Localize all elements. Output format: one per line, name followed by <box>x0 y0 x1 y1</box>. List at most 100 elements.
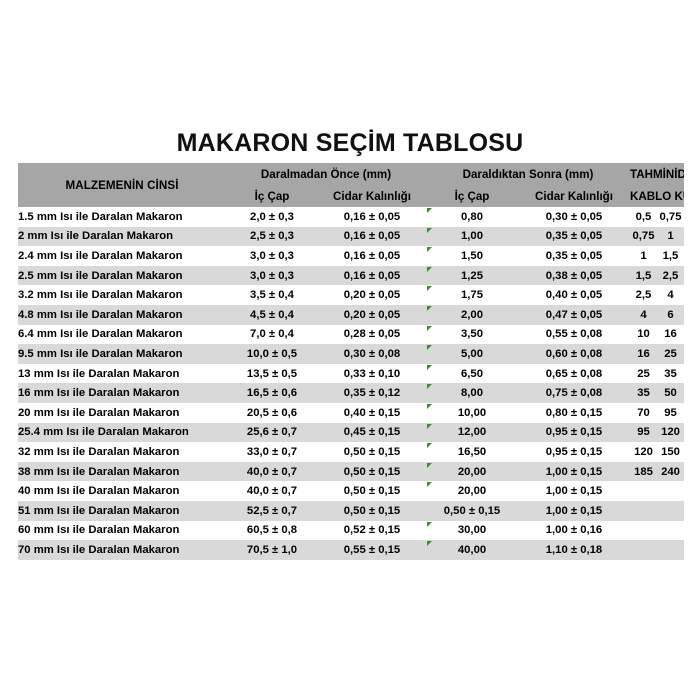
header-wall-thickness-before: Cidar Kalınlığı <box>318 185 426 207</box>
cell-material-name: 9.5 mm Isı ile Daralan Makaron <box>18 344 226 364</box>
cell-inner-diameter-before-value: 10,0 ± 0,5 <box>246 347 298 360</box>
cell-wall-thickness-before-value: 0,50 ± 0,15 <box>343 465 401 478</box>
cell-cable-usage-max: 95 <box>657 402 684 423</box>
cell-material-name: 60 mm Isı ile Daralan Makaron <box>18 520 226 541</box>
cell-wall-thickness-after: 1,00 ± 0,15 <box>518 481 630 501</box>
cell-cable-usage-min-value: 2,5 <box>635 289 652 302</box>
cell-inner-diameter-before: 3,0 ± 0,3 <box>226 246 318 266</box>
cell-cable-usage-max: 1,5 <box>657 246 684 266</box>
cell-wall-thickness-after-value: 1,00 ± 0,15 <box>545 504 603 517</box>
header-inner-diameter-before: İç Çap <box>226 185 318 207</box>
cell-material-name-value: 60 mm Isı ile Daralan Makaron <box>18 524 180 537</box>
cell-inner-diameter-before-value: 2,5 ± 0,3 <box>250 230 294 243</box>
cell-wall-thickness-before: 0,20 ± 0,05 <box>318 285 426 305</box>
cell-material-name-value: 6.4 mm Isı ile Daralan Makaron <box>18 328 183 341</box>
cell-inner-diameter-after: 20,00 <box>426 461 518 482</box>
cell-inner-diameter-before-value: 4,5 ± 0,4 <box>250 308 294 321</box>
header-group-before-shrink: Daralmadan Önce (mm) <box>226 163 426 185</box>
cell-inner-diameter-before-value: 20,5 ± 0,6 <box>246 406 298 419</box>
cell-cable-usage-min-value: 1 <box>640 249 647 262</box>
cell-inner-diameter-after: 3,50 <box>426 324 518 345</box>
cell-cable-usage-min: 120 <box>630 442 657 462</box>
cell-wall-thickness-before-value: 0,30 ± 0,08 <box>343 347 401 360</box>
green-triangle-icon <box>427 541 432 547</box>
cell-cable-usage-min-value: 35 <box>637 387 650 400</box>
cell-cable-usage-max: 4 <box>657 285 684 305</box>
table-row: 25.4 mm Isı ile Daralan Makaron 25,6 ± 0,… <box>18 422 684 443</box>
table-row: 1.5 mm Isı ile Daralan Makaron 2,0 ± 0,3 0… <box>18 207 684 227</box>
cell-wall-thickness-before: 0,16 ± 0,05 <box>318 226 426 247</box>
cell-inner-diameter-before: 33,0 ± 0,7 <box>226 442 318 462</box>
green-triangle-icon <box>427 305 432 311</box>
cell-wall-thickness-before: 0,16 ± 0,05 <box>318 246 426 266</box>
cell-wall-thickness-after-value: 1,00 ± 0,15 <box>545 465 603 478</box>
table-container: MALZEMENİN CİNSİ Daralmadan Önce (mm) Da… <box>18 163 684 560</box>
cell-inner-diameter-after: 1,75 <box>426 285 518 305</box>
table-row: 13 mm Isı ile Daralan Makaron 13,5 ± 0,5 0… <box>18 363 684 384</box>
green-triangle-icon <box>427 384 432 390</box>
cell-inner-diameter-before: 16,5 ± 0,6 <box>226 383 318 403</box>
header-wall-thickness-after: Cidar Kalınlığı <box>518 185 630 207</box>
green-triangle-icon <box>427 286 432 292</box>
cell-material-name-value: 2.5 mm Isı ile Daralan Makaron <box>18 269 183 282</box>
table-header: MALZEMENİN CİNSİ Daralmadan Önce (mm) Da… <box>18 163 684 207</box>
table-row: 16 mm Isı ile Daralan Makaron 16,5 ± 0,6 0… <box>18 383 684 403</box>
cell-wall-thickness-before-value: 0,55 ± 0,15 <box>343 543 401 556</box>
cell-cable-usage-min-value: 1,5 <box>635 269 652 282</box>
cell-wall-thickness-after: 0,75 ± 0,08 <box>518 383 630 403</box>
page-title: MAKARON SEÇİM TABLOSU <box>176 129 524 157</box>
cell-wall-thickness-before: 0,40 ± 0,15 <box>318 402 426 423</box>
cell-inner-diameter-after: 20,00 <box>426 481 518 501</box>
header-material-type: MALZEMENİN CİNSİ <box>18 163 226 207</box>
table-body: 1.5 mm Isı ile Daralan Makaron 2,0 ± 0,3 0… <box>18 207 684 560</box>
green-triangle-icon <box>427 227 432 233</box>
cell-wall-thickness-after: 0,60 ± 0,08 <box>518 344 630 364</box>
cell-inner-diameter-before: 40,0 ± 0,7 <box>226 461 318 482</box>
cell-inner-diameter-before: 3,5 ± 0,4 <box>226 285 318 305</box>
cell-material-name-value: 1.5 mm Isı ile Daralan Makaron <box>18 210 183 223</box>
cell-cable-usage-max-value: 1 <box>667 230 674 243</box>
cell-cable-usage-max <box>657 520 684 541</box>
cell-wall-thickness-after: 0,40 ± 0,05 <box>518 285 630 305</box>
cell-wall-thickness-after: 0,95 ± 0,15 <box>518 422 630 443</box>
cell-wall-thickness-before: 0,52 ± 0,15 <box>318 520 426 541</box>
cell-inner-diameter-before-value: 25,6 ± 0,7 <box>246 426 298 439</box>
table-row: 20 mm Isı ile Daralan Makaron 20,5 ± 0,6 0… <box>18 402 684 423</box>
cell-wall-thickness-after: 0,95 ± 0,15 <box>518 442 630 462</box>
cell-cable-usage-max-value: 16 <box>664 328 677 341</box>
cell-inner-diameter-before: 70,5 ± 1,0 <box>226 540 318 560</box>
cell-wall-thickness-after-value: 0,95 ± 0,15 <box>545 426 603 439</box>
cell-wall-thickness-before-value: 0,20 ± 0,05 <box>343 308 401 321</box>
cell-inner-diameter-before-value: 40,0 ± 0,7 <box>246 465 298 478</box>
cell-wall-thickness-before-value: 0,50 ± 0,15 <box>343 504 401 517</box>
cell-material-name: 25.4 mm Isı ile Daralan Makaron <box>18 422 226 443</box>
header-inner-diameter-after: İç Çap <box>426 185 518 207</box>
table-row: 3.2 mm Isı ile Daralan Makaron 3,5 ± 0,4 0… <box>18 285 684 305</box>
cell-material-name: 4.8 mm Isı ile Daralan Makaron <box>18 304 226 325</box>
cell-inner-diameter-after: 1,00 <box>426 226 518 247</box>
cell-inner-diameter-after-value: 2,00 <box>461 308 483 321</box>
cell-inner-diameter-after: 5,00 <box>426 344 518 364</box>
cell-cable-usage-max-value: 35 <box>664 367 677 380</box>
cell-material-name: 1.5 mm Isı ile Daralan Makaron <box>18 207 226 227</box>
cell-inner-diameter-after-value: 8,00 <box>461 387 483 400</box>
cell-cable-usage-min: 16 <box>630 344 657 364</box>
cell-material-name-value: 2.4 mm Isı ile Daralan Makaron <box>18 249 183 262</box>
cell-inner-diameter-before: 25,6 ± 0,7 <box>226 422 318 443</box>
cell-material-name: 16 mm Isı ile Daralan Makaron <box>18 383 226 403</box>
header-cable-usage: KABLO KULLANIM <box>630 185 684 207</box>
cell-material-name-value: 2 mm Isı ile Daralan Makaron <box>18 230 174 243</box>
cell-cable-usage-min <box>630 481 657 501</box>
cell-cable-usage-max-value: 240 <box>661 465 680 478</box>
cell-inner-diameter-after: 10,00 <box>426 402 518 423</box>
cell-wall-thickness-before-value: 0,50 ± 0,15 <box>343 445 401 458</box>
cell-cable-usage-max: 35 <box>657 363 684 384</box>
cell-inner-diameter-before-value: 13,5 ± 0,5 <box>246 367 298 380</box>
cell-inner-diameter-after: 0,80 <box>426 207 518 227</box>
cell-material-name: 32 mm Isı ile Daralan Makaron <box>18 442 226 462</box>
table-row: 4.8 mm Isı ile Daralan Makaron 4,5 ± 0,4 0… <box>18 304 684 325</box>
cell-wall-thickness-after: 0,55 ± 0,08 <box>518 324 630 345</box>
cell-wall-thickness-after-value: 0,47 ± 0,05 <box>545 308 603 321</box>
cell-cable-usage-min-value: 120 <box>634 445 653 458</box>
cell-cable-usage-min: 0,5 <box>630 207 657 227</box>
